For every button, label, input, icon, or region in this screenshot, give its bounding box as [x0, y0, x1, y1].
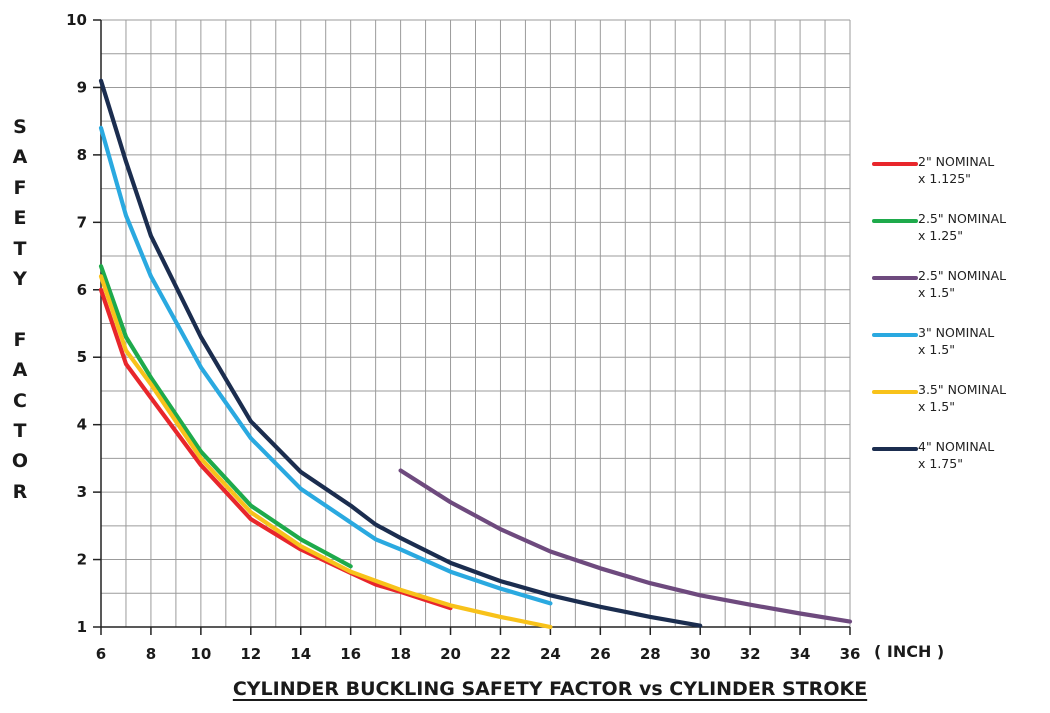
legend-label-line-1: 3.5" NOMINAL [918, 382, 1007, 397]
y-tick-label: 9 [77, 78, 87, 96]
legend-label-line-1: 2.5" NOMINAL [918, 268, 1007, 283]
legend-swatch [872, 390, 918, 394]
legend-item-2: 2.5" NOMINAL x 1.25" [872, 210, 1050, 267]
x-tick-label: 34 [790, 645, 811, 663]
x-tick-label: 26 [590, 645, 611, 663]
legend-label-line-2: x 1.75" [918, 456, 963, 471]
legend-label-line-2: x 1.5" [918, 285, 955, 300]
legend-label-line-2: x 1.5" [918, 342, 955, 357]
legend-swatch [872, 276, 918, 280]
x-tick-label: 20 [440, 645, 461, 663]
chart-title-wrapper: CYLINDER BUCKLING SAFETY FACTOR vs CYLIN… [0, 678, 1050, 700]
x-tick-label: 22 [490, 645, 511, 663]
legend-label-line-1: 3" NOMINAL [918, 325, 995, 340]
y-axis-label-letter: Y [13, 267, 27, 290]
legend-swatch [872, 447, 918, 451]
x-tick-label: 18 [390, 645, 411, 663]
x-tick-label: 8 [146, 645, 156, 663]
legend-label-line-2: x 1.25" [918, 228, 963, 243]
y-axis-label-letter [6, 294, 34, 324]
y-tick-label: 2 [77, 551, 87, 569]
legend-label-line-2: x 1.125" [918, 171, 971, 186]
x-tick-label: 24 [540, 645, 561, 663]
x-tick-label: 14 [290, 645, 311, 663]
legend-label: 3" NOMINAL x 1.5" [918, 324, 1048, 358]
legend-label: 4" NOMINAL x 1.75" [918, 438, 1048, 472]
legend-label-line-1: 2" NOMINAL [918, 154, 995, 169]
series-line-5 [98, 274, 553, 630]
legend-label: 2" NOMINAL x 1.125" [918, 153, 1048, 187]
legend-label: 2.5" NOMINAL x 1.5" [918, 267, 1048, 301]
y-tick-label: 10 [66, 11, 87, 29]
series-line-6 [98, 78, 703, 628]
x-tick-label: 6 [96, 645, 106, 663]
legend-label: 3.5" NOMINAL x 1.5" [918, 381, 1048, 415]
legend: 2" NOMINAL x 1.125" 2.5" NOMINAL x 1.25" 2.5… [872, 153, 1050, 495]
y-tick-label: 1 [77, 618, 87, 636]
series-line-2 [98, 264, 353, 569]
y-axis-label-letter: E [13, 207, 27, 230]
x-tick-label: 16 [340, 645, 361, 663]
series-line-3 [398, 468, 853, 624]
y-tick-label: 7 [77, 213, 87, 231]
x-tick-label: 10 [190, 645, 211, 663]
legend-swatch [872, 162, 918, 166]
y-axis-label-letter: A [12, 359, 28, 382]
x-tick-label: 36 [840, 645, 861, 663]
legend-label-line-1: 4" NOMINAL [918, 439, 995, 454]
y-axis-label-letter: S [13, 116, 27, 138]
y-axis-label-letter: F [13, 176, 27, 199]
y-tick-label: 8 [77, 146, 87, 164]
x-axis-unit-label: ( INCH ) [874, 642, 945, 661]
y-axis-label-letter: T [13, 419, 27, 442]
x-tick-label: 30 [690, 645, 711, 663]
y-axis-label-letter: O [11, 450, 29, 473]
legend-swatch [872, 219, 918, 223]
legend-label: 2.5" NOMINAL x 1.25" [918, 210, 1048, 244]
y-tick-label: 6 [77, 281, 87, 299]
legend-label-line-2: x 1.5" [918, 399, 955, 414]
grid-lines [100, 19, 851, 628]
legend-item-6: 4" NOMINAL x 1.75" [872, 438, 1050, 495]
y-axis-label-letter: T [13, 237, 27, 260]
x-tick-label: 28 [640, 645, 661, 663]
y-axis-label-letter: A [12, 146, 28, 169]
chart-title: CYLINDER BUCKLING SAFETY FACTOR vs CYLIN… [232, 678, 868, 700]
x-tick-label: 12 [240, 645, 261, 663]
y-axis-label-letter: R [12, 480, 28, 503]
x-tick-label: 32 [740, 645, 761, 663]
series-line-4 [98, 125, 553, 606]
legend-item-3: 2.5" NOMINAL x 1.5" [872, 267, 1050, 324]
legend-item-5: 3.5" NOMINAL x 1.5" [872, 381, 1050, 438]
y-tick-label: 5 [77, 348, 87, 366]
y-axis-label-letter: F [13, 328, 27, 351]
axes [93, 19, 851, 635]
series-lines [98, 78, 853, 630]
legend-item-4: 3" NOMINAL x 1.5" [872, 324, 1050, 381]
legend-item-1: 2" NOMINAL x 1.125" [872, 153, 1050, 210]
legend-swatch [872, 333, 918, 337]
legend-label-line-1: 2.5" NOMINAL [918, 211, 1007, 226]
y-tick-label: 3 [77, 483, 87, 501]
y-axis-label-letter: C [13, 389, 27, 412]
y-tick-label: 4 [77, 416, 87, 434]
